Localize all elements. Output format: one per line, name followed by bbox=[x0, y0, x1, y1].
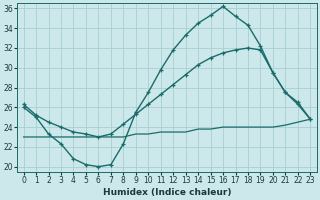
X-axis label: Humidex (Indice chaleur): Humidex (Indice chaleur) bbox=[103, 188, 231, 197]
